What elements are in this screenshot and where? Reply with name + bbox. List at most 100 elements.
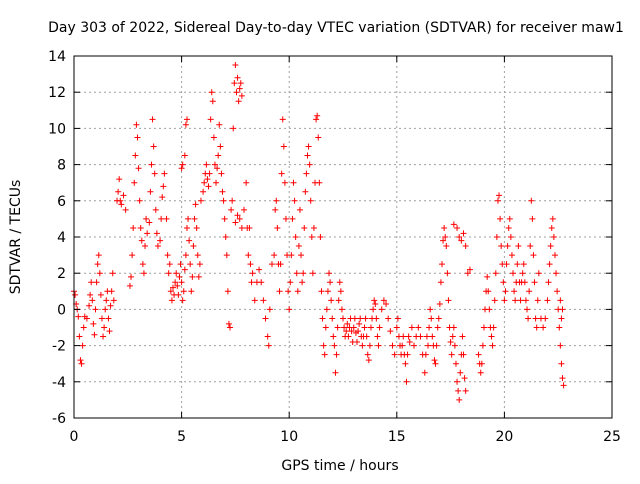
data-point bbox=[118, 201, 125, 208]
data-point bbox=[371, 297, 378, 304]
data-point bbox=[231, 80, 238, 87]
data-point bbox=[357, 315, 364, 322]
data-point bbox=[426, 324, 433, 331]
data-point bbox=[105, 315, 112, 322]
data-point bbox=[558, 315, 565, 322]
data-point bbox=[210, 134, 217, 141]
data-point bbox=[247, 261, 254, 268]
data-point bbox=[508, 252, 515, 259]
grid-layer bbox=[74, 56, 612, 418]
data-point bbox=[204, 176, 211, 183]
data-point bbox=[501, 297, 508, 304]
x-tick-label: 5 bbox=[177, 429, 186, 445]
data-point bbox=[190, 243, 197, 250]
data-point bbox=[547, 243, 554, 250]
data-point bbox=[361, 324, 368, 331]
data-point bbox=[326, 270, 333, 277]
data-point bbox=[375, 342, 382, 349]
data-point bbox=[462, 243, 469, 250]
data-point bbox=[213, 179, 220, 186]
data-point bbox=[316, 179, 323, 186]
data-point bbox=[549, 215, 556, 222]
data-point bbox=[435, 315, 442, 322]
data-point bbox=[462, 387, 469, 394]
data-point bbox=[75, 313, 82, 320]
data-point bbox=[258, 279, 265, 286]
data-point bbox=[280, 143, 287, 150]
data-point bbox=[221, 215, 228, 222]
data-point bbox=[273, 197, 280, 204]
data-point bbox=[151, 170, 158, 177]
data-point bbox=[152, 206, 159, 213]
data-point bbox=[551, 252, 558, 259]
data-point bbox=[132, 152, 139, 159]
data-point bbox=[431, 357, 438, 364]
data-point bbox=[456, 396, 463, 403]
data-point bbox=[169, 284, 176, 291]
data-point bbox=[288, 252, 295, 259]
data-point bbox=[317, 234, 324, 240]
data-point bbox=[322, 324, 329, 331]
data-point bbox=[343, 328, 350, 335]
data-point bbox=[195, 273, 202, 280]
data-point bbox=[185, 215, 192, 222]
data-point bbox=[363, 333, 370, 340]
data-point bbox=[106, 328, 113, 335]
data-point bbox=[236, 85, 243, 92]
data-point bbox=[225, 320, 232, 327]
data-point bbox=[378, 306, 385, 313]
data-point bbox=[534, 297, 541, 304]
data-point bbox=[183, 116, 190, 123]
data-point bbox=[79, 342, 86, 349]
data-point bbox=[188, 288, 195, 295]
data-point bbox=[433, 342, 440, 349]
data-point bbox=[262, 315, 269, 322]
data-point bbox=[383, 300, 390, 307]
data-point bbox=[504, 243, 511, 250]
data-point bbox=[335, 297, 342, 304]
data-point bbox=[238, 92, 245, 99]
data-point bbox=[367, 324, 374, 331]
data-point bbox=[415, 324, 422, 331]
data-point bbox=[292, 234, 299, 240]
data-point bbox=[142, 243, 149, 250]
data-point bbox=[147, 188, 154, 195]
data-point bbox=[548, 224, 555, 231]
data-point bbox=[206, 170, 213, 177]
data-point bbox=[203, 161, 210, 168]
data-point bbox=[514, 261, 521, 268]
y-tick-label: 6 bbox=[57, 194, 66, 210]
data-point bbox=[557, 297, 564, 304]
data-point bbox=[197, 197, 204, 204]
data-point bbox=[179, 297, 186, 304]
data-point bbox=[243, 179, 250, 186]
data-point bbox=[484, 273, 491, 280]
data-point bbox=[511, 288, 518, 295]
data-point bbox=[134, 134, 141, 141]
data-point bbox=[194, 252, 201, 259]
data-point bbox=[332, 369, 339, 376]
data-point bbox=[488, 333, 495, 340]
data-point bbox=[96, 270, 103, 277]
data-point bbox=[376, 324, 383, 331]
data-point bbox=[264, 333, 271, 340]
data-point bbox=[520, 261, 527, 268]
data-point bbox=[493, 234, 500, 240]
data-point bbox=[391, 351, 398, 358]
data-point bbox=[271, 252, 278, 259]
y-axis-label: SDTVAR / TECUs bbox=[8, 180, 24, 295]
data-point bbox=[305, 143, 312, 150]
data-point bbox=[500, 279, 507, 286]
data-point bbox=[98, 315, 105, 322]
data-point bbox=[154, 243, 161, 250]
data-point bbox=[445, 297, 452, 304]
data-point bbox=[144, 230, 151, 237]
data-point bbox=[486, 306, 493, 313]
data-point bbox=[519, 270, 526, 277]
x-tick-label: 25 bbox=[603, 429, 621, 445]
data-point bbox=[87, 291, 94, 298]
y-tick-label: 8 bbox=[57, 158, 66, 174]
data-point bbox=[108, 288, 115, 295]
